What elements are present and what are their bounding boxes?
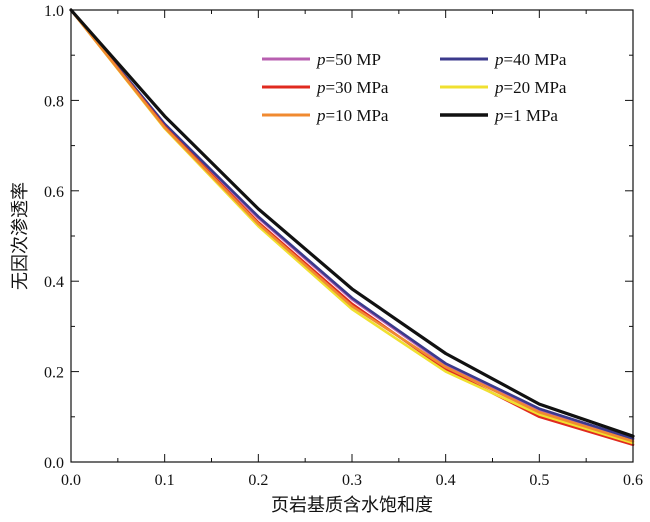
- series-line: [69, 8, 635, 445]
- series-line: [69, 8, 635, 441]
- x-tick-label: 0.4: [436, 472, 456, 489]
- series-line: [69, 8, 635, 443]
- legend-label: p=30 MPa: [316, 78, 389, 97]
- series-line: [69, 8, 635, 438]
- y-tick-label: 0.6: [44, 184, 64, 201]
- x-axis-label: 页岩基质含水饱和度: [271, 495, 433, 516]
- legend-label: p=20 MPa: [494, 78, 567, 97]
- x-tick-label: 0.0: [61, 472, 81, 489]
- y-tick-label: 0.8: [44, 93, 64, 110]
- legend: p=50 MP p=40 MPa p=30 MPa p=20 MPa p=10 MPa p…: [262, 50, 567, 125]
- x-tick-label: 0.2: [248, 472, 268, 489]
- legend-label: p=40 MPa: [494, 50, 567, 69]
- x-tick-label: 0.5: [529, 472, 549, 489]
- y-tick-label: 0.2: [44, 365, 64, 382]
- series-line: [69, 8, 635, 447]
- x-tick-label: 0.1: [155, 472, 175, 489]
- legend-label: p=10 MPa: [316, 106, 389, 125]
- y-tick-label: 1.0: [44, 3, 64, 20]
- y-tick-label: 0.0: [44, 455, 64, 472]
- legend-label: p=1 MPa: [494, 106, 558, 125]
- series-lines: [69, 8, 635, 447]
- y-tick-label: 0.4: [44, 274, 64, 291]
- y-axis-label: 无因次渗透率: [10, 182, 31, 290]
- x-tick-label: 0.6: [623, 472, 643, 489]
- series-line: [69, 8, 635, 440]
- legend-label: p=50 MP: [316, 50, 381, 69]
- axis-ticks: 0.0 0.1 0.2 0.3 0.4 0.5 0.6 0.0 0.2 0.4 0.6 0.8 1.0: [44, 3, 643, 489]
- x-tick-label: 0.3: [342, 472, 362, 489]
